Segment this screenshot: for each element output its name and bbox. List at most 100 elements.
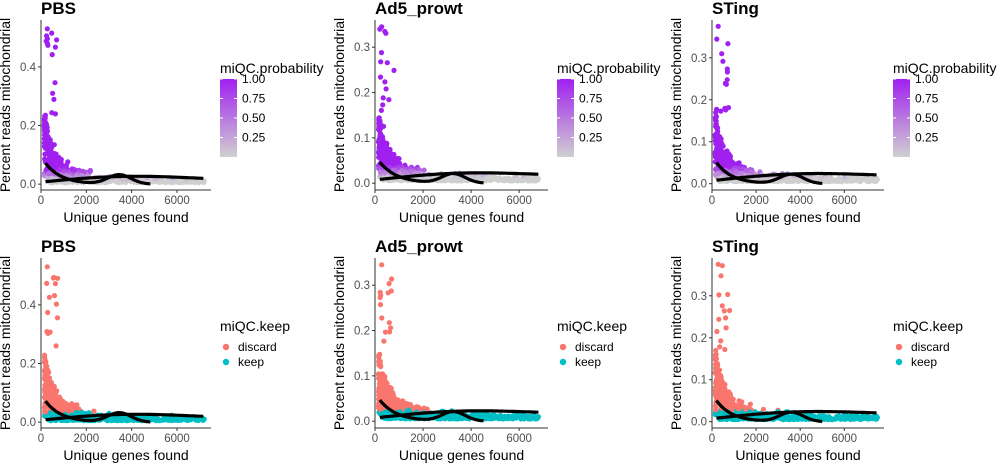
legend-title: miQC.probability <box>893 60 996 76</box>
data-point <box>377 406 383 412</box>
fit-line-compromised <box>378 399 484 423</box>
data-point <box>385 386 391 393</box>
data-point <box>723 325 729 331</box>
data-point <box>376 352 382 359</box>
data-point <box>723 315 729 321</box>
data-point <box>736 160 742 166</box>
panel-4: PBS 0.0 0.2 0.4 0 2000 4000 6000 Unique genes fo… <box>0 237 290 463</box>
data-point <box>733 402 739 409</box>
data-point <box>489 416 495 422</box>
fit-line-intact <box>379 409 539 419</box>
y-axis-label: Percent reads mitochondrial <box>331 256 347 430</box>
data-point <box>844 413 850 419</box>
data-point <box>721 308 727 314</box>
data-point <box>54 315 61 321</box>
y-tick-label: 0.3 <box>354 42 370 54</box>
data-point <box>50 411 57 417</box>
data-point <box>713 166 719 172</box>
data-point <box>725 291 731 298</box>
data-point <box>42 360 48 366</box>
data-point <box>376 358 382 365</box>
y-tick-label: 0.0 <box>691 417 707 429</box>
colorbar <box>557 79 574 157</box>
legend-title: miQC.keep <box>893 318 963 334</box>
data-point <box>382 376 388 382</box>
data-point <box>45 148 51 154</box>
data-point <box>56 167 62 173</box>
scatter-points <box>712 23 881 185</box>
data-point <box>452 414 458 420</box>
data-point <box>715 361 721 367</box>
data-point <box>72 402 78 408</box>
data-point <box>732 179 738 185</box>
data-point <box>715 171 722 177</box>
data-point <box>408 168 414 175</box>
data-point <box>385 148 391 154</box>
data-point <box>378 169 384 175</box>
colorbar-label: 0.75 <box>915 92 939 106</box>
data-point <box>718 338 724 344</box>
data-point <box>716 367 723 373</box>
data-point <box>377 302 384 308</box>
x-tick-label: 4000 <box>458 433 484 445</box>
panel-2: Ad5_prowt 0.0 0.1 0.2 0.3 0 2000 4000 6000 Unique… <box>331 0 660 225</box>
data-point <box>854 177 860 183</box>
data-point <box>380 139 386 145</box>
data-point <box>44 128 50 134</box>
y-tick-label: 0.4 <box>20 300 37 312</box>
scatter-points <box>376 262 542 422</box>
colorbar-label: 0.50 <box>915 111 939 125</box>
data-point <box>448 415 454 421</box>
data-point <box>42 367 48 373</box>
x-tick-label: 0 <box>709 195 715 207</box>
y-tick-label: 0.0 <box>691 179 707 191</box>
data-point <box>51 154 57 160</box>
data-point <box>482 411 488 417</box>
colorbar-label: 0.75 <box>579 92 603 106</box>
y-axis-label: Percent reads mitochondrial <box>0 256 13 430</box>
data-point <box>65 159 71 165</box>
data-point <box>43 38 49 44</box>
x-axis-label: Unique genes found <box>735 209 860 225</box>
data-point <box>380 95 386 101</box>
data-point <box>535 414 542 420</box>
data-point <box>722 80 729 86</box>
legend-key-discard <box>559 343 567 351</box>
x-tick-label: 2000 <box>743 433 769 445</box>
data-point <box>720 58 726 64</box>
fit-line-compromised <box>44 162 151 186</box>
data-point <box>72 167 78 173</box>
data-point <box>835 177 841 183</box>
colorbar-label: 1.00 <box>242 72 266 86</box>
data-point <box>867 176 873 182</box>
colorbar-label: 0.25 <box>579 131 603 145</box>
x-tick-label: 6000 <box>832 195 858 207</box>
data-point <box>43 33 50 39</box>
x-tick-label: 0 <box>372 433 378 445</box>
data-point <box>713 356 720 362</box>
data-point <box>846 175 852 182</box>
y-tick-label: 0.2 <box>691 333 707 345</box>
data-point <box>781 416 788 422</box>
data-point <box>395 397 401 403</box>
data-point <box>386 97 392 103</box>
data-point <box>380 156 386 162</box>
data-point <box>748 169 754 175</box>
data-point <box>822 178 829 184</box>
data-point <box>44 136 50 142</box>
data-point <box>424 406 430 412</box>
data-point <box>512 415 518 421</box>
x-tick-label: 6000 <box>164 433 190 445</box>
data-point <box>91 408 97 414</box>
data-point <box>737 166 743 172</box>
data-point <box>714 328 720 335</box>
data-point <box>51 274 57 281</box>
data-point <box>719 303 725 309</box>
data-point <box>376 150 382 156</box>
legend-key-discard <box>895 343 903 351</box>
y-tick-label: 0.2 <box>20 359 36 371</box>
data-point <box>859 175 866 181</box>
